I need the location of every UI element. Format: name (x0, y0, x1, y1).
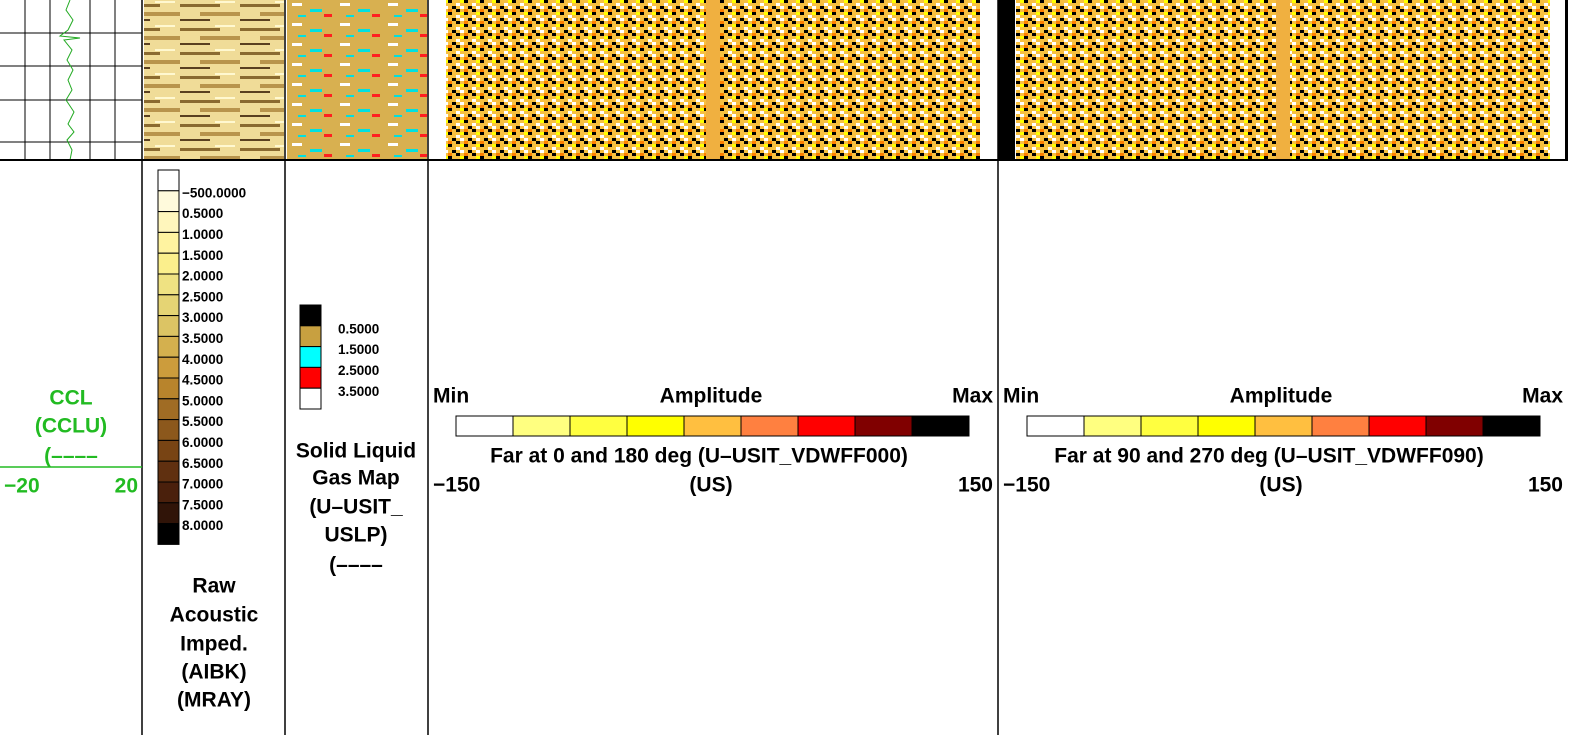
color-swatch (157, 169, 180, 192)
color-swatch (157, 398, 180, 421)
color-swatch (455, 415, 514, 437)
track-title: Far at 90 and 270 deg (U–USIT_VDWFF090) (1054, 445, 1483, 468)
color-swatch (1254, 415, 1313, 437)
track-title: Far at 0 and 180 deg (U–USIT_VDWFF000) (490, 445, 908, 468)
scale-right: 20 (115, 475, 138, 498)
track-title: (MRAY) (177, 689, 251, 712)
color-swatch (157, 502, 180, 525)
scale-left: −20 (4, 475, 40, 498)
color-swatch (299, 387, 322, 410)
color-swatch (854, 415, 913, 437)
legend-label: 8.0000 (182, 518, 223, 533)
legend-label: 2.5000 (338, 363, 379, 378)
color-swatch (157, 523, 180, 545)
min-label: Min (1003, 385, 1039, 408)
max-label: Max (1522, 385, 1563, 408)
color-swatch (299, 304, 322, 327)
axis-label: Amplitude (1230, 385, 1333, 408)
legend-label: 6.5000 (182, 456, 223, 471)
legend-label: −500.0000 (182, 185, 246, 200)
legend-label: 2.0000 (182, 269, 223, 284)
track-title: (U–USIT_ (309, 496, 403, 519)
legend-label: 0.5000 (182, 206, 223, 221)
track-title: (AIBK) (181, 661, 246, 684)
legend-label: 7.0000 (182, 477, 223, 492)
legend-label: 3.0000 (182, 310, 223, 325)
min-label: Min (433, 385, 469, 408)
color-swatch (683, 415, 742, 437)
legend-label: 7.5000 (182, 497, 223, 512)
legend-label: 5.5000 (182, 414, 223, 429)
color-swatch (299, 366, 322, 389)
color-swatch (797, 415, 856, 437)
legend-label: 2.5000 (182, 289, 223, 304)
color-swatch (569, 415, 628, 437)
axis-label: Amplitude (660, 385, 763, 408)
image-strip (0, 0, 1568, 161)
color-swatch (157, 315, 180, 337)
color-swatch (157, 273, 180, 296)
color-swatch (157, 460, 180, 483)
color-swatch (1368, 415, 1427, 437)
color-swatch (1482, 415, 1541, 437)
max-label: Max (952, 385, 993, 408)
color-swatch (157, 211, 180, 233)
legend-label: 1.5000 (338, 342, 379, 357)
legend-label: 6.0000 (182, 435, 223, 450)
color-swatch (626, 415, 685, 437)
color-swatch (157, 419, 180, 441)
scale-right: 150 (1528, 474, 1563, 497)
color-swatch (512, 415, 571, 437)
color-swatch (911, 415, 970, 437)
color-swatch (1311, 415, 1370, 437)
color-swatch (1140, 415, 1199, 437)
color-swatch (740, 415, 799, 437)
color-swatch (157, 294, 180, 317)
color-swatch (1197, 415, 1256, 437)
legend-label: 0.5000 (338, 321, 379, 336)
color-swatch (299, 325, 322, 348)
color-swatch (157, 439, 180, 462)
color-swatch (1425, 415, 1484, 437)
color-swatch (1083, 415, 1142, 437)
track-title: Acoustic (170, 604, 259, 627)
legend-label: 1.5000 (182, 248, 223, 263)
ccl-title: CCL (49, 387, 92, 410)
color-swatch (157, 190, 180, 213)
color-swatch (157, 481, 180, 504)
scale-left: −150 (1003, 474, 1050, 497)
color-swatch (157, 231, 180, 254)
ccl-title: (CCLU) (35, 415, 107, 438)
color-swatch (1026, 415, 1085, 437)
color-swatch (157, 252, 180, 275)
scale-right: 150 (958, 474, 993, 497)
legend-label: 3.5000 (182, 331, 223, 346)
track-title: Gas Map (312, 467, 400, 490)
unit-label: (US) (689, 474, 732, 497)
unit-label: (US) (1259, 474, 1302, 497)
track-title: Solid Liquid (296, 440, 416, 463)
legend-label: 3.5000 (338, 384, 379, 399)
legend-label: 4.0000 (182, 352, 223, 367)
track-title: USLP) (325, 524, 388, 547)
ccl-title: (–––– (44, 445, 98, 468)
color-swatch (157, 377, 180, 400)
track-title: (–––– (329, 554, 383, 577)
color-swatch (157, 356, 180, 379)
legend-label: 4.5000 (182, 373, 223, 388)
track-title: Raw (192, 575, 236, 598)
legend-label: 5.0000 (182, 393, 223, 408)
track-title: Imped. (180, 633, 248, 656)
color-swatch (299, 346, 322, 368)
track-borders (141, 0, 999, 735)
scale-left: −150 (433, 474, 480, 497)
color-swatch (157, 335, 180, 358)
legend-label: 1.0000 (182, 227, 223, 242)
